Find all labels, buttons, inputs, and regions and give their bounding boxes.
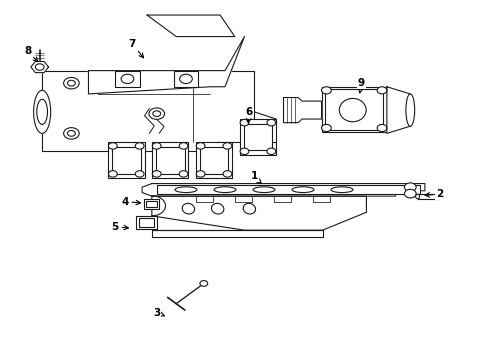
Circle shape — [153, 111, 160, 117]
Circle shape — [376, 87, 386, 94]
Text: 6: 6 — [245, 107, 252, 123]
Bar — [108, 142, 144, 178]
Bar — [173, 71, 198, 87]
Circle shape — [404, 189, 415, 198]
Text: 2: 2 — [424, 189, 442, 199]
Bar — [146, 201, 157, 207]
Circle shape — [135, 171, 144, 177]
Text: 5: 5 — [111, 222, 128, 231]
Circle shape — [152, 143, 161, 149]
Ellipse shape — [214, 187, 236, 193]
Bar — [243, 124, 272, 150]
Text: 8: 8 — [24, 46, 38, 62]
Circle shape — [108, 143, 117, 149]
Bar — [239, 119, 276, 155]
Ellipse shape — [182, 203, 194, 214]
Circle shape — [135, 143, 144, 149]
Polygon shape — [152, 196, 366, 230]
Circle shape — [179, 171, 187, 177]
Bar — [156, 147, 184, 174]
Polygon shape — [142, 184, 424, 196]
Circle shape — [196, 171, 204, 177]
Bar — [136, 216, 157, 229]
Ellipse shape — [37, 99, 47, 125]
Ellipse shape — [437, 194, 441, 199]
Text: 3: 3 — [153, 308, 164, 318]
Ellipse shape — [252, 187, 274, 193]
Circle shape — [223, 171, 231, 177]
Ellipse shape — [211, 203, 224, 214]
Polygon shape — [157, 185, 419, 194]
Circle shape — [266, 120, 275, 126]
Circle shape — [196, 143, 204, 149]
Bar — [143, 199, 159, 209]
Bar — [152, 142, 188, 178]
Bar — [199, 147, 228, 174]
Polygon shape — [31, 62, 48, 73]
Bar — [325, 89, 383, 130]
Circle shape — [152, 171, 161, 177]
Ellipse shape — [243, 203, 255, 214]
Text: 4: 4 — [121, 197, 140, 207]
Bar — [321, 87, 386, 132]
Circle shape — [121, 74, 134, 84]
Ellipse shape — [330, 187, 352, 193]
Circle shape — [223, 143, 231, 149]
Polygon shape — [152, 230, 322, 237]
Circle shape — [179, 143, 187, 149]
Polygon shape — [283, 98, 321, 123]
Polygon shape — [147, 15, 234, 37]
Polygon shape — [88, 37, 244, 94]
Circle shape — [108, 171, 117, 177]
Circle shape — [63, 128, 79, 139]
Bar — [115, 71, 140, 87]
Circle shape — [63, 77, 79, 89]
Bar — [139, 218, 154, 227]
Circle shape — [240, 148, 248, 154]
Ellipse shape — [291, 187, 313, 193]
Circle shape — [266, 148, 275, 154]
Bar — [143, 199, 159, 209]
Bar — [195, 142, 232, 178]
Text: 9: 9 — [357, 78, 365, 93]
Circle shape — [321, 125, 330, 132]
Bar — [112, 147, 141, 174]
Ellipse shape — [405, 94, 414, 126]
Circle shape — [404, 183, 415, 192]
Circle shape — [200, 280, 207, 286]
Circle shape — [149, 108, 164, 120]
Ellipse shape — [415, 194, 419, 199]
Ellipse shape — [339, 98, 366, 122]
Ellipse shape — [175, 187, 197, 193]
Circle shape — [179, 74, 192, 84]
Circle shape — [240, 120, 248, 126]
Circle shape — [376, 125, 386, 132]
Polygon shape — [386, 87, 409, 134]
Circle shape — [35, 64, 44, 70]
Text: 7: 7 — [128, 39, 143, 58]
Polygon shape — [42, 71, 254, 151]
Circle shape — [321, 87, 330, 94]
Circle shape — [67, 80, 75, 86]
Text: 1: 1 — [250, 171, 261, 184]
Ellipse shape — [34, 90, 51, 134]
Circle shape — [67, 131, 75, 136]
Polygon shape — [417, 194, 439, 199]
